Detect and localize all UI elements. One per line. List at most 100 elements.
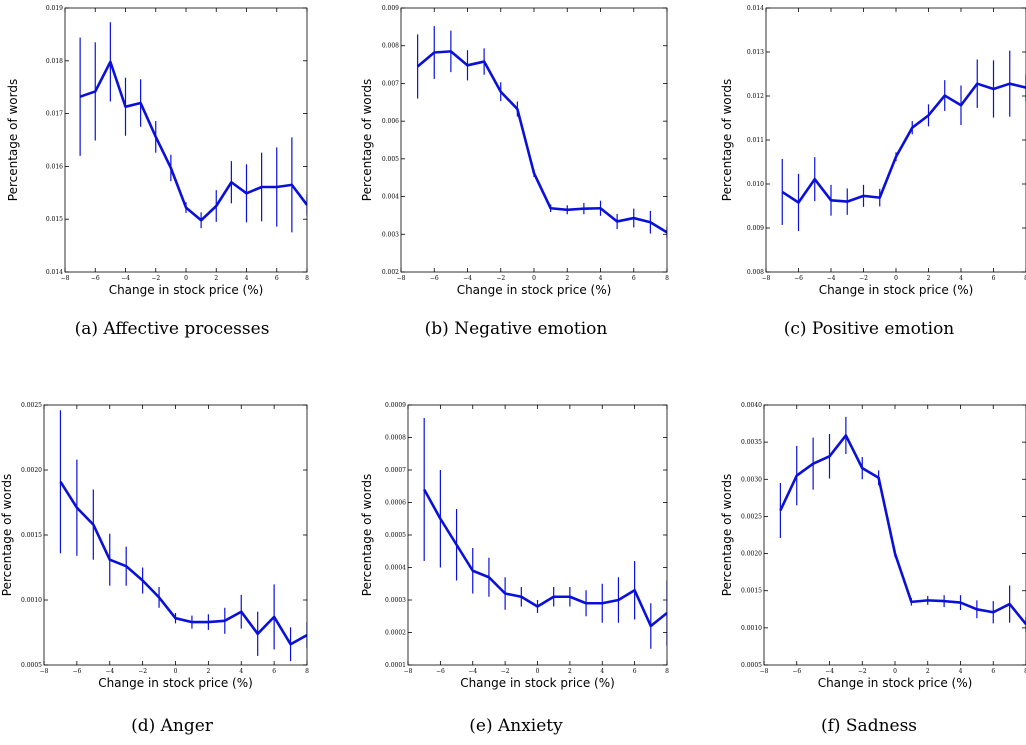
chart-sadness: −8 −6 −4 −2 0 2 4 6 8 0.0005 0.0010 0.0015 0.0020 0.0… xyxy=(720,402,1026,690)
axes-frame xyxy=(407,404,668,666)
x-tick-label: 2 xyxy=(214,275,218,282)
x-tick-label: −6 xyxy=(794,275,803,282)
y-tick-label: 0.0010 xyxy=(21,597,42,604)
y-tick-label: 0.0020 xyxy=(21,467,42,474)
x-tick-label: 2 xyxy=(565,275,569,282)
y-tick-label: 0.0005 xyxy=(385,532,406,539)
caption-affective-processes: (a) Affective processes xyxy=(74,319,270,339)
series-line xyxy=(779,434,1026,625)
y-axis-label: Percentage of words xyxy=(720,79,734,201)
x-axis-label: Change in stock price (%) xyxy=(819,283,974,297)
x-tick-label: −8 xyxy=(40,668,49,675)
x-tick-label: 2 xyxy=(206,668,210,675)
axes-frame xyxy=(43,404,308,666)
chart-panel-affective: −8 −6 −4 −2 0 2 4 6 8 0.014 0.015 0.016 0.017 0.018 0.… xyxy=(0,0,330,350)
y-tick-label: 0.0007 xyxy=(385,467,406,474)
x-tick-label: −6 xyxy=(91,275,100,282)
x-tick-label: −4 xyxy=(463,275,472,282)
caption-negative-emotion: (b) Negative emotion xyxy=(424,319,608,339)
y-tick-label: 0.012 xyxy=(747,93,764,100)
x-tick-label: 0 xyxy=(174,668,178,675)
y-axis-label: Percentage of words xyxy=(720,474,734,596)
x-tick-label: 4 xyxy=(239,668,243,675)
x-tick-label: −4 xyxy=(827,275,836,282)
x-tick-label: −4 xyxy=(825,668,834,675)
x-tick-label: −8 xyxy=(404,668,413,675)
x-tick-label: 4 xyxy=(959,668,963,675)
x-tick-label: 6 xyxy=(632,275,636,282)
x-axis-label: Change in stock price (%) xyxy=(460,676,615,690)
y-tick-label: 0.004 xyxy=(382,194,399,201)
axes-frame xyxy=(763,404,1026,666)
plot-area xyxy=(781,50,1026,232)
caption-positive-emotion: (c) Positive emotion xyxy=(783,319,955,339)
series-line xyxy=(416,50,667,234)
x-tick-label: −6 xyxy=(430,275,439,282)
x-tick-label: 4 xyxy=(959,275,963,282)
y-axis-label: Percentage of words xyxy=(360,79,374,201)
y-tick-label: 0.0003 xyxy=(385,597,406,604)
chart-panel-positive: −8 −6 −4 −2 0 2 4 6 8 0.008 0.009 0.010 0.011 0.012 0.… xyxy=(720,0,1026,350)
y-tick-label: 0.014 xyxy=(46,269,63,276)
x-tick-label: 4 xyxy=(599,275,603,282)
y-tick-label: 0.0009 xyxy=(385,402,406,409)
y-tick-label: 0.0010 xyxy=(741,625,762,632)
x-tick-label: 8 xyxy=(1024,668,1026,675)
chart-panel-sadness: −8 −6 −4 −2 0 2 4 6 8 0.0005 0.0010 0.0015 0.0020 0.0… xyxy=(720,395,1026,745)
y-tick-label: 0.0008 xyxy=(385,435,406,442)
x-tick-label: −8 xyxy=(61,275,70,282)
y-tick-label: 0.0006 xyxy=(385,500,406,507)
x-tick-label: 8 xyxy=(665,668,669,675)
series-line xyxy=(59,481,307,646)
y-tick-label: 0.009 xyxy=(747,225,764,232)
y-tick-label: 0.007 xyxy=(382,80,399,87)
chart-affective-processes: −8 −6 −4 −2 0 2 4 6 8 0.014 0.015 0.016 0.017 0.018 0.… xyxy=(6,5,309,297)
x-tick-label: 6 xyxy=(275,275,279,282)
x-tick-label: 2 xyxy=(568,668,572,675)
y-tick-label: 0.0025 xyxy=(21,402,42,409)
chart-negative-emotion: −8 −6 −4 −2 0 2 4 6 8 0.002 0.003 0.004 0.005 0.006 0.… xyxy=(360,5,669,297)
plot-area xyxy=(416,26,667,239)
y-tick-label: 0.017 xyxy=(46,111,63,118)
plot-area xyxy=(779,416,1026,632)
series-line xyxy=(79,60,307,222)
x-tick-label: −4 xyxy=(468,668,477,675)
x-tick-label: 6 xyxy=(633,668,637,675)
x-tick-label: −2 xyxy=(501,668,510,675)
x-tick-label: 2 xyxy=(926,668,930,675)
y-tick-label: 0.018 xyxy=(46,58,63,65)
x-tick-label: −8 xyxy=(397,275,406,282)
x-tick-label: 0 xyxy=(532,275,536,282)
axes-frame xyxy=(64,7,308,273)
chart-panel-anxiety: −8 −6 −4 −2 0 2 4 6 8 0.0001 0.0002 0.0003 0.0004 0.0… xyxy=(360,395,690,745)
y-tick-label: 0.0025 xyxy=(741,513,762,520)
y-tick-label: 0.0015 xyxy=(741,588,762,595)
y-tick-label: 0.0002 xyxy=(385,630,406,637)
x-axis-label: Change in stock price (%) xyxy=(818,676,973,690)
y-tick-label: 0.019 xyxy=(46,5,63,12)
y-axis-label: Percentage of words xyxy=(360,474,374,596)
plot-area xyxy=(79,22,307,233)
x-tick-label: 8 xyxy=(305,668,309,675)
chart-panel-anger: −8 −6 −4 −2 0 2 4 6 8 0.0005 0.0010 0.0015 0.0020 0.0… xyxy=(0,395,330,745)
x-tick-label: −2 xyxy=(496,275,505,282)
x-tick-label: 4 xyxy=(245,275,249,282)
x-tick-label: 6 xyxy=(991,668,995,675)
y-tick-label: 0.002 xyxy=(382,269,399,276)
plot-area xyxy=(59,410,307,662)
chart-anxiety: −8 −6 −4 −2 0 2 4 6 8 0.0001 0.0002 0.0003 0.0004 0.0… xyxy=(360,402,669,690)
y-tick-label: 0.0005 xyxy=(21,662,42,669)
x-tick-label: 4 xyxy=(600,668,604,675)
x-tick-label: −4 xyxy=(121,275,130,282)
plot-area xyxy=(423,418,667,649)
x-tick-label: −6 xyxy=(72,668,81,675)
y-tick-label: 0.006 xyxy=(382,118,399,125)
axes-frame xyxy=(400,7,668,273)
series-line xyxy=(781,82,1026,204)
y-tick-label: 0.008 xyxy=(747,269,764,276)
chart-anger: −8 −6 −4 −2 0 2 4 6 8 0.0005 0.0010 0.0015 0.0020 0.0… xyxy=(0,402,309,690)
x-tick-label: 0 xyxy=(536,668,540,675)
x-tick-label: 6 xyxy=(272,668,276,675)
y-tick-label: 0.0035 xyxy=(741,439,762,446)
y-tick-label: 0.0004 xyxy=(385,565,406,572)
